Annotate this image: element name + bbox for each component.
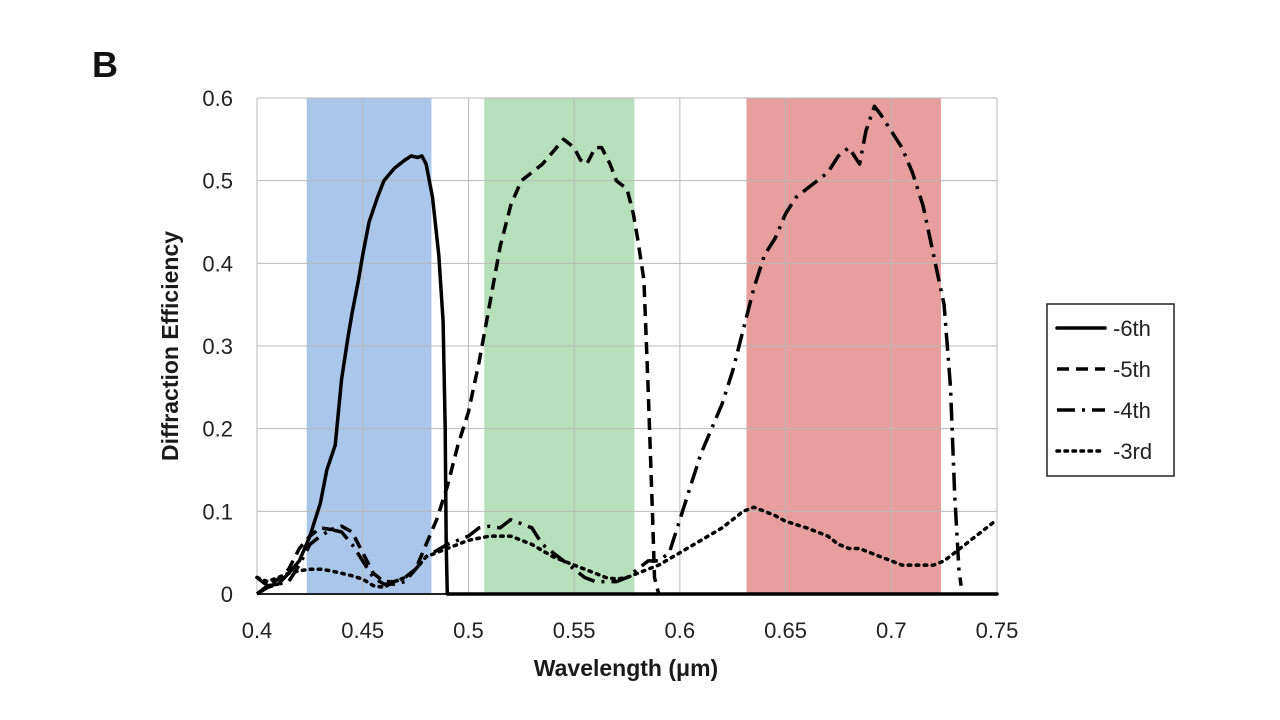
series-line-6th: [255, 154, 999, 596]
legend-box: [1046, 303, 1175, 477]
legend-label: -6th: [1113, 316, 1151, 341]
tick-labels: 0.4 0.45 0.5 0.55 0.6 0.65 0.7 0.75 0 0.1 0.2 0.3 0.…: [202, 86, 1018, 643]
legend: -6th -5th -4th -3rd: [1046, 303, 1175, 477]
series-line-3rd: [255, 505, 999, 590]
x-tick-label: 0.75: [976, 618, 1019, 643]
y-tick-label: 0.1: [202, 499, 233, 524]
y-tick-label: 0.3: [202, 334, 233, 359]
y-axis-label: Diffraction Efficiency: [157, 231, 183, 461]
legend-label: -3rd: [1113, 439, 1152, 464]
x-tick-label: 0.4: [242, 618, 273, 643]
y-tick-label: 0.2: [202, 417, 233, 442]
legend-label: -4th: [1113, 398, 1151, 423]
x-tick-label: 0.55: [553, 618, 596, 643]
series-line-4th: [256, 104, 963, 596]
series-line-5th: [255, 137, 661, 596]
x-axis-label: Wavelength (μm): [534, 655, 718, 681]
x-tick-label: 0.65: [764, 618, 807, 643]
legend-label: -5th: [1113, 357, 1151, 382]
y-tick-label: 0.6: [202, 86, 233, 111]
panel-label: B: [92, 44, 118, 85]
x-tick-label: 0.45: [341, 618, 384, 643]
y-tick-label: 0.4: [202, 251, 233, 276]
series-lines: [255, 104, 999, 596]
x-tick-label: 0.6: [665, 618, 696, 643]
x-tick-label: 0.7: [876, 618, 907, 643]
x-tick-label: 0.5: [453, 618, 484, 643]
y-tick-label: 0: [221, 582, 233, 607]
y-tick-label: 0.5: [202, 169, 233, 194]
